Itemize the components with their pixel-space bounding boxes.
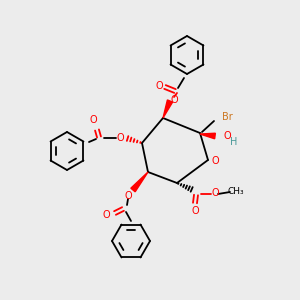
Text: O: O [170,95,178,105]
Polygon shape [131,172,148,192]
Text: O: O [211,188,219,198]
Text: H: H [230,137,237,147]
Text: O: O [223,131,231,141]
Text: O: O [124,191,132,201]
Polygon shape [200,133,215,139]
Text: O: O [102,210,110,220]
Text: O: O [211,156,219,166]
Text: O: O [191,206,199,216]
Text: O: O [155,81,163,91]
Polygon shape [163,100,172,118]
Text: O: O [116,133,124,143]
Text: Br: Br [222,112,233,122]
Text: O: O [89,115,97,125]
Text: CH₃: CH₃ [228,188,244,196]
